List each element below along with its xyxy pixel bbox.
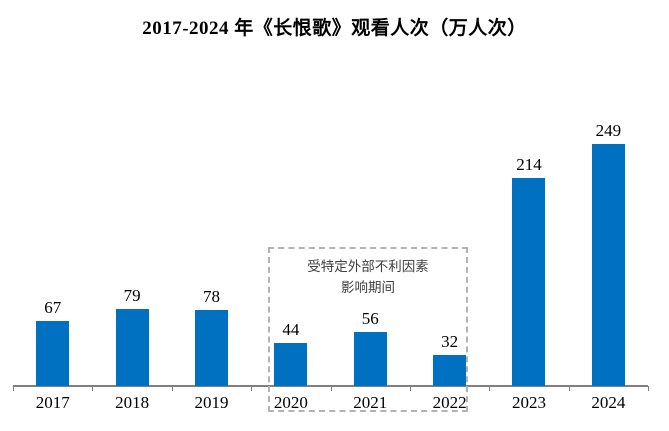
x-axis-label-2021: 2021 (353, 393, 388, 412)
bar-value-label-2023: 214 (516, 155, 542, 174)
bar-value-label-2018: 79 (123, 286, 141, 305)
bar-2022 (433, 355, 467, 386)
bar-value-label-2019: 78 (202, 287, 220, 306)
bar-2017 (36, 321, 70, 386)
bar-2019 (194, 310, 228, 386)
x-axis-label-2018: 2018 (115, 393, 150, 412)
bar-2020 (274, 343, 308, 386)
x-axis-tick (330, 386, 332, 391)
x-axis-label-2020: 2020 (273, 393, 308, 412)
annotation-text-line1: 受特定外部不利因素 (307, 259, 429, 274)
x-axis-tick (92, 386, 94, 391)
x-axis-label-2023: 2023 (511, 393, 546, 412)
bar-value-label-2020: 44 (282, 320, 300, 339)
annotation-text-line2: 影响期间 (341, 280, 395, 295)
x-axis-tick (251, 386, 253, 391)
bar-value-label-2021: 56 (361, 309, 379, 328)
bar-2024 (591, 144, 625, 386)
chart-title: 2017-2024 年《长恨歌》观看人次（万人次） (142, 18, 527, 39)
x-axis-label-2022: 2022 (432, 393, 467, 412)
bar-value-label-2024: 249 (595, 121, 622, 140)
x-axis-label-2024: 2024 (591, 393, 626, 412)
x-axis-tick (648, 386, 649, 391)
annotation-box: 受特定外部不利因素 影响期间 (268, 247, 468, 412)
x-axis-label-2017: 2017 (35, 393, 70, 412)
x-axis-tick (489, 386, 491, 391)
x-axis-tick (171, 386, 173, 391)
x-axis-tick (409, 386, 411, 391)
x-axis-tick (13, 386, 14, 391)
bar-value-label-2022: 32 (441, 332, 459, 351)
bar-2018 (115, 309, 149, 386)
x-axis-label-2019: 2019 (194, 393, 229, 412)
x-axis-tick (568, 386, 570, 391)
bar-value-label-2017: 67 (44, 298, 62, 317)
bar-2021 (353, 332, 387, 386)
bar-2023 (512, 178, 546, 386)
